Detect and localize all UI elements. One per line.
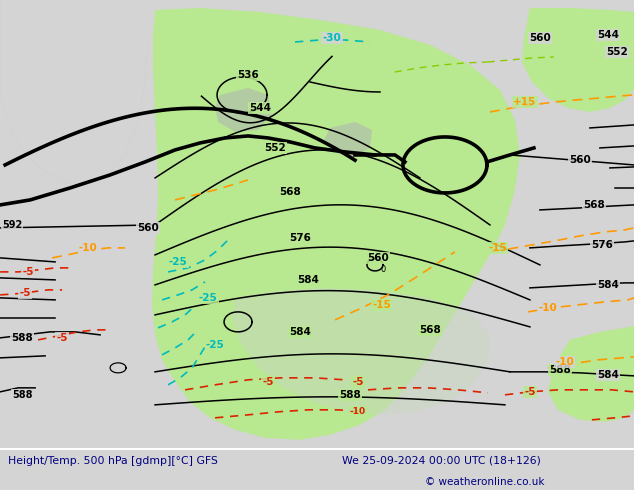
Text: 560: 560 [137,223,159,233]
Text: 576: 576 [289,233,311,243]
Text: 544: 544 [249,103,271,113]
Polygon shape [0,0,150,185]
Text: -5: -5 [56,333,68,343]
Text: -5: -5 [262,377,274,387]
Text: -5: -5 [353,377,364,387]
Text: 584: 584 [297,275,319,285]
Text: 588: 588 [339,390,361,400]
Text: -10: -10 [555,357,574,367]
Text: Height/Temp. 500 hPa [gdmp][°C] GFS: Height/Temp. 500 hPa [gdmp][°C] GFS [8,456,217,466]
Text: 592: 592 [2,220,22,230]
Text: 0: 0 [380,266,385,274]
Text: 588: 588 [12,390,32,400]
Text: -5: -5 [524,387,536,397]
Text: -15: -15 [373,300,391,310]
Text: 536: 536 [237,70,259,80]
Text: 544: 544 [597,30,619,40]
Text: +15: +15 [514,97,536,107]
Text: 588: 588 [549,365,571,375]
Text: 560: 560 [569,155,591,165]
Text: 576: 576 [591,240,613,250]
Text: 568: 568 [583,200,605,210]
Text: 552: 552 [606,47,628,57]
Text: -10: -10 [79,243,98,253]
Text: -10: -10 [350,407,366,416]
Text: -25: -25 [169,257,188,267]
Text: -25: -25 [205,340,224,350]
Text: -5: -5 [22,267,34,277]
Text: 568: 568 [279,187,301,197]
Text: -15: -15 [489,243,507,253]
Text: -25: -25 [198,293,217,303]
Polygon shape [232,288,490,415]
Polygon shape [548,326,634,422]
Text: 568: 568 [419,325,441,335]
Polygon shape [152,8,520,440]
Text: -30: -30 [323,33,341,43]
Text: 584: 584 [289,327,311,337]
Text: -10: -10 [538,303,557,313]
Polygon shape [0,0,148,185]
Text: We 25-09-2024 00:00 UTC (18+126): We 25-09-2024 00:00 UTC (18+126) [342,456,541,466]
Text: © weatheronline.co.uk: © weatheronline.co.uk [425,477,544,487]
Text: -5: -5 [20,288,31,298]
Text: 584: 584 [597,370,619,380]
Polygon shape [522,8,634,112]
Polygon shape [215,88,272,132]
Text: 560: 560 [367,253,389,263]
Text: 584: 584 [597,280,619,290]
Text: 588: 588 [11,333,33,343]
Text: 552: 552 [264,143,286,153]
Text: 560: 560 [529,33,551,43]
Polygon shape [324,122,372,158]
